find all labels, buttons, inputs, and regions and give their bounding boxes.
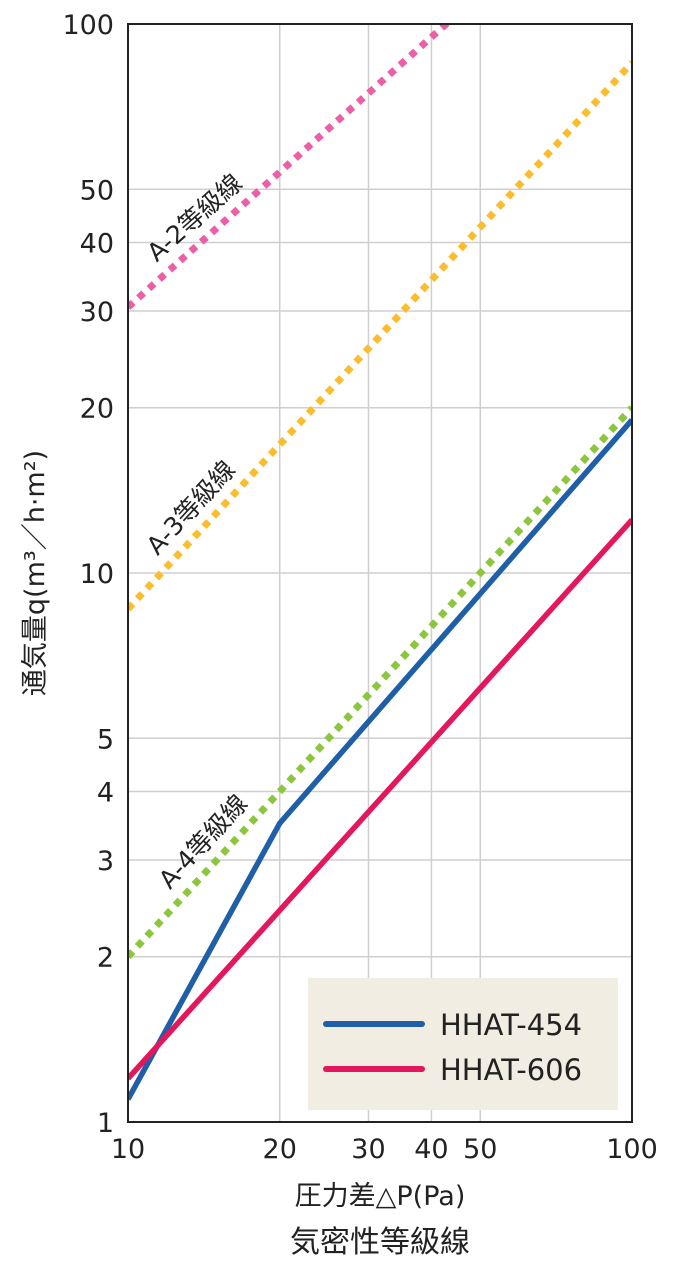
reference-line-2 — [128, 24, 452, 310]
x-axis-title: 圧力差△P(Pa) — [295, 1181, 466, 1212]
x-tick-label: 10 — [111, 1134, 145, 1165]
x-tick-label: 30 — [351, 1134, 385, 1165]
y-tick-label: 50 — [80, 175, 114, 206]
legend-label-hhat-606: HHAT-606 — [440, 1053, 582, 1087]
y-tick-label: 2 — [97, 943, 114, 974]
legend: HHAT-454 HHAT-606 — [308, 978, 618, 1110]
reference-line-4 — [128, 405, 632, 960]
plot-area — [128, 24, 632, 1101]
legend-label-hhat-454: HHAT-454 — [440, 1008, 582, 1042]
y-tick-label: 1 — [97, 1108, 114, 1139]
y-tick-label: 20 — [80, 394, 114, 425]
x-tick-label: 20 — [263, 1134, 297, 1165]
y-tick-label: 10 — [80, 559, 114, 590]
x-tick-label: 40 — [414, 1134, 448, 1165]
series-line-hhat-454 — [128, 418, 632, 1101]
y-tick-label: 30 — [80, 297, 114, 328]
y-tick-label: 3 — [97, 846, 114, 877]
x-tick-label: 50 — [463, 1134, 497, 1165]
y-tick-label: 4 — [97, 777, 114, 808]
y-tick-label: 40 — [80, 228, 114, 259]
legend-box — [308, 978, 618, 1110]
y-tick-label: 5 — [97, 724, 114, 755]
x-tick-label: 100 — [606, 1134, 658, 1165]
plot-frame — [127, 23, 633, 1123]
series-line-hhat-606 — [128, 517, 632, 1081]
tick-labels: 10 20 30 40 50 100 1 2 3 4 5 10 20 30 40 50 100 — [62, 10, 657, 1165]
y-axis-title: 通気量q(m³／h·m²) — [20, 450, 51, 696]
reference-line-3 — [128, 60, 632, 612]
y-tick-label: 100 — [62, 10, 114, 41]
chart-caption: 気密性等級線 — [290, 1225, 470, 1260]
